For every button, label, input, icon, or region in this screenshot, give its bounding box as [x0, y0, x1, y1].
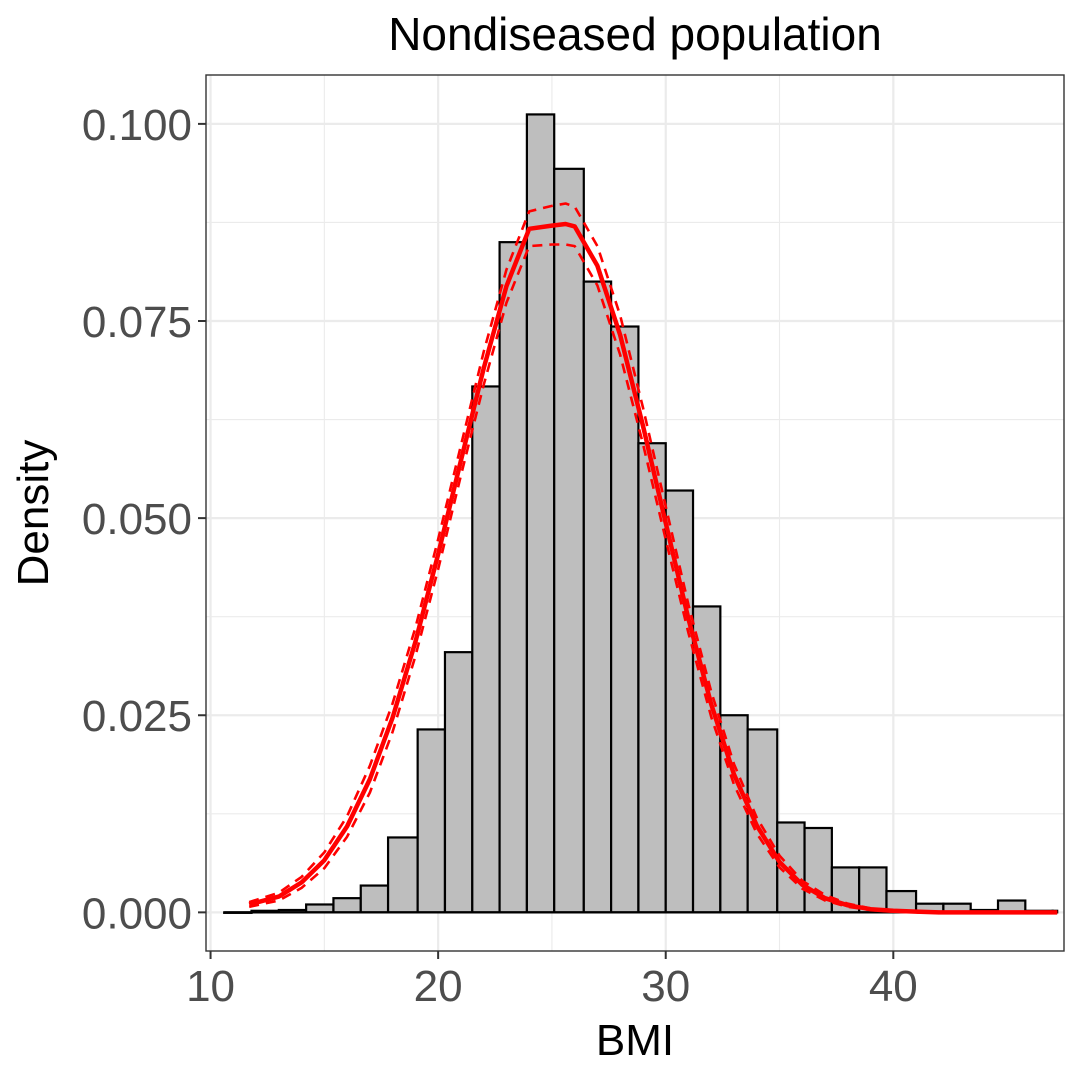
histogram-bar [525, 113, 556, 914]
density-curve-dashed [248, 243, 1058, 914]
y-tick-label: 0.050 [82, 495, 192, 544]
histogram-bar [416, 728, 447, 914]
density-curves [248, 202, 1058, 915]
histogram-bar [386, 836, 419, 914]
y-tick-label: 0.100 [82, 101, 192, 150]
histogram-bar [443, 651, 474, 914]
y-tick-label: 0.075 [82, 298, 192, 347]
panel-border [205, 74, 1065, 952]
x-axis: 10 20 30 40 [186, 951, 918, 1011]
histogram-bar [305, 903, 335, 914]
y-axis-title: Density [9, 440, 58, 587]
histogram-bars [223, 113, 1059, 914]
histogram-bar [359, 884, 390, 914]
density-curve-dashed [248, 202, 1058, 914]
histogram-bar [498, 241, 528, 914]
histogram-bar [664, 489, 695, 914]
histogram-bar [332, 897, 362, 914]
density-curve-solid [248, 221, 1058, 915]
histogram-bar [582, 280, 613, 914]
histogram-bar [691, 605, 722, 914]
chart-title: Nondiseased population [388, 8, 882, 60]
histogram-bar [471, 385, 501, 914]
x-axis-title: BMI [596, 1016, 674, 1065]
histogram-bar [553, 167, 585, 914]
y-axis: 0.000 0.025 0.050 0.075 0.100 [82, 101, 206, 938]
y-tick-label: 0.025 [82, 692, 192, 741]
x-tick-label: 20 [414, 962, 463, 1011]
y-tick-label: 0.000 [82, 889, 192, 938]
x-tick-label: 40 [869, 962, 918, 1011]
x-tick-label: 30 [641, 962, 690, 1011]
x-tick-label: 10 [186, 962, 235, 1011]
